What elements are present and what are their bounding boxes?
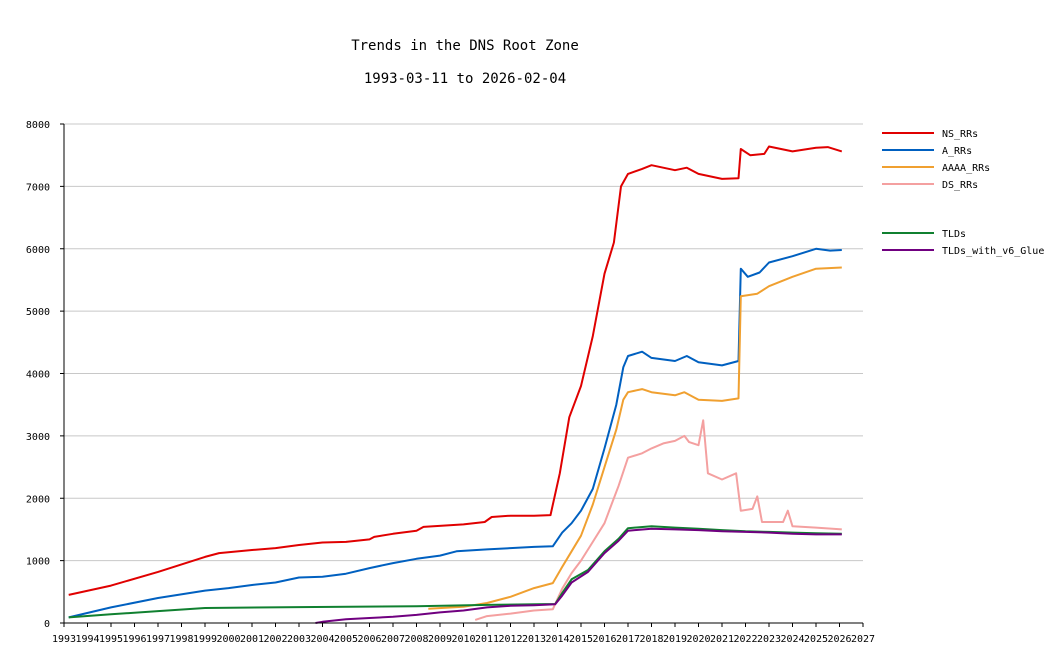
x-tick-label: 2019 [663, 634, 687, 645]
y-tick-label: 2000 [26, 494, 50, 505]
series-line-tlds-with-v6-glue [315, 527, 842, 624]
x-tick-label: 2013 [522, 634, 546, 645]
legend-label: AAAA_RRs [942, 163, 990, 174]
x-tick-label: 2006 [357, 634, 381, 645]
x-tick-label: 1997 [146, 634, 170, 645]
x-tick-label: 2014 [545, 634, 569, 645]
legend-label: A_RRs [942, 146, 972, 157]
x-tick-label: 2018 [639, 634, 663, 645]
y-tick-label: 8000 [26, 120, 50, 131]
y-tick-label: 1000 [26, 557, 50, 568]
x-tick-label: 2016 [592, 634, 616, 645]
x-tick-label: 2001 [240, 634, 264, 645]
series-line-ds-rrs [474, 419, 842, 621]
x-tick-label: 1998 [169, 634, 193, 645]
chart-title: Trends in the DNS Root Zone [351, 38, 579, 54]
x-tick-label: 2023 [757, 634, 781, 645]
x-tick-label: 2025 [804, 634, 828, 645]
legend-label: DS_RRs [942, 180, 978, 191]
x-tick-label: 2004 [310, 634, 334, 645]
legend: NS_RRs A_RRs AAAA_RRs DS_RRs TLDs TLDs_with_v… [882, 129, 1044, 257]
y-tick-label: 6000 [26, 245, 50, 256]
y-tick-label: 7000 [26, 182, 50, 193]
x-tick-label: 2009 [428, 634, 452, 645]
legend-label: TLDs [942, 229, 966, 240]
chart-subtitle: 1993-03-11 to 2026-02-04 [363, 71, 567, 87]
y-tick-label: 3000 [26, 432, 50, 443]
x-tick-label: 2027 [851, 634, 875, 645]
series-lines [68, 145, 843, 624]
x-tick-label: 2021 [710, 634, 734, 645]
x-tick-label: 2020 [686, 634, 710, 645]
x-tick-label: 1995 [99, 634, 123, 645]
x-tick-label: 2012 [498, 634, 522, 645]
series-line-tlds [68, 525, 842, 619]
series-line-aaaa-rrs [428, 266, 842, 610]
series-line-a-rrs [68, 247, 842, 619]
x-tick-label: 2002 [263, 634, 287, 645]
x-tick-label: 2022 [733, 634, 757, 645]
x-tick-label: 2015 [569, 634, 593, 645]
x-tick-label: 2017 [616, 634, 640, 645]
x-tick-label: 2005 [334, 634, 358, 645]
x-tick-label: 1999 [193, 634, 217, 645]
x-tick-label: 1993 [52, 634, 76, 645]
legend-label: NS_RRs [942, 129, 978, 140]
x-tick-label: 2011 [475, 634, 499, 645]
x-tick-label: 1996 [122, 634, 146, 645]
x-tick-label: 1994 [75, 634, 99, 645]
legend-label: TLDs_with_v6_Glue [942, 246, 1044, 257]
x-tick-label: 2010 [451, 634, 475, 645]
x-tick-label: 2000 [216, 634, 240, 645]
x-tick-label: 2026 [827, 634, 851, 645]
y-tick-label: 0 [44, 619, 50, 630]
x-tick-label: 2007 [381, 634, 405, 645]
series-line-ns-rrs [68, 145, 843, 596]
x-tick-label: 2024 [780, 634, 804, 645]
x-tick-label: 2008 [404, 634, 428, 645]
x-tick-label: 2003 [287, 634, 311, 645]
y-tick-label: 4000 [26, 370, 50, 381]
y-tick-label: 5000 [26, 307, 50, 318]
grid-lines [64, 123, 863, 562]
